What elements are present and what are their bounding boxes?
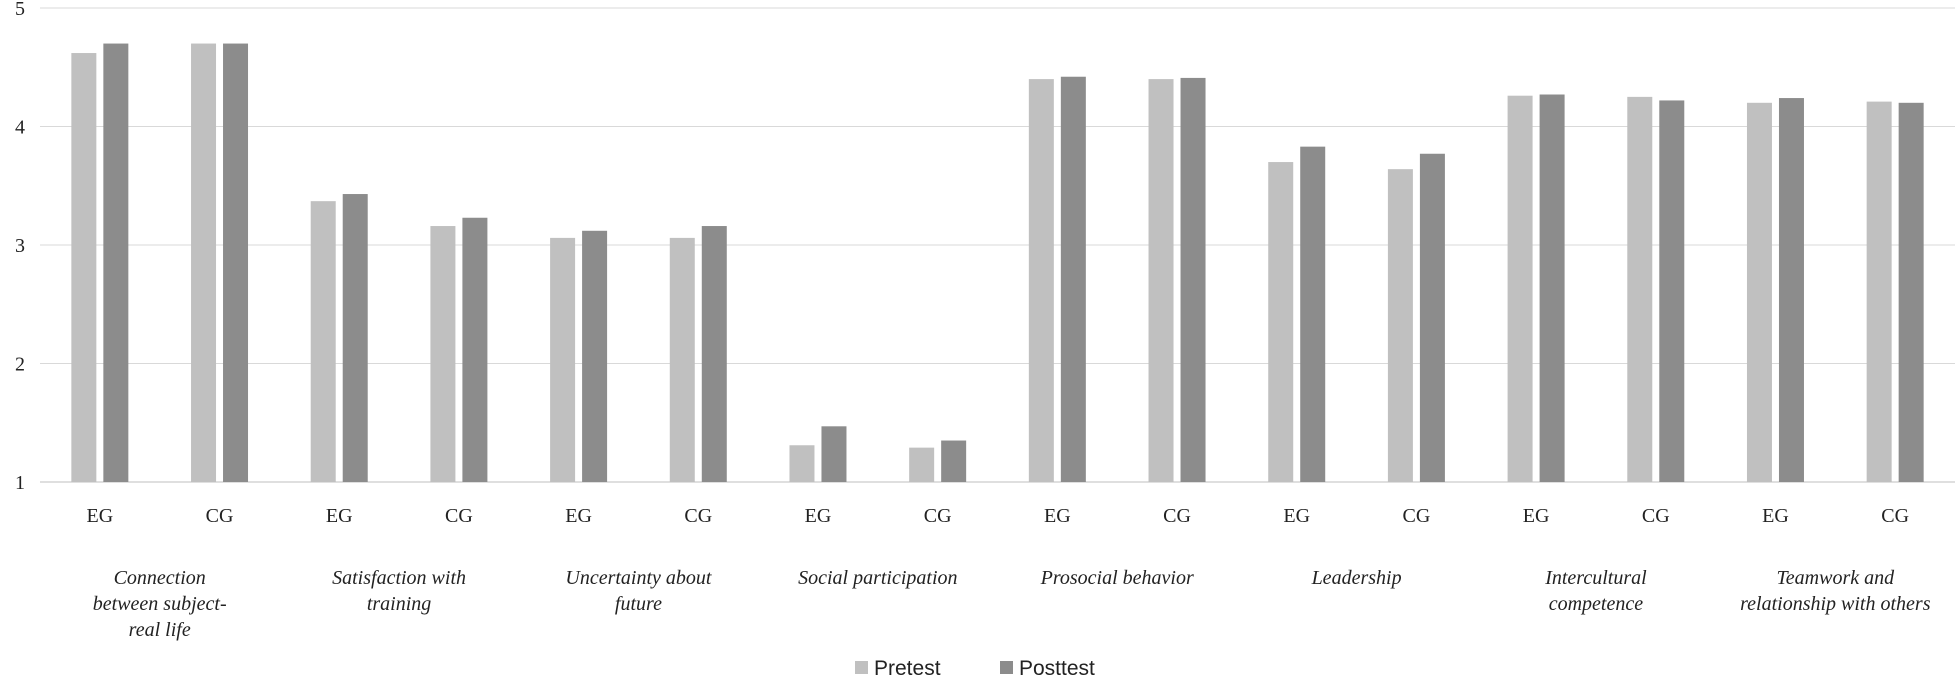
posttest-bar — [1060, 76, 1086, 482]
category-label: EG — [87, 505, 114, 527]
category-label: CG — [1881, 505, 1909, 527]
y-tick-label: 1 — [15, 472, 25, 494]
posttest-bar — [223, 43, 249, 483]
bars — [71, 43, 1924, 483]
legend: Pretest Posttest — [855, 657, 1095, 678]
pretest-bar — [430, 226, 456, 482]
posttest-bar — [342, 194, 368, 483]
category-label: EG — [565, 505, 592, 527]
category-label: CG — [1403, 505, 1431, 527]
group-label-line: real life — [129, 619, 191, 641]
pretest-bar — [669, 237, 695, 482]
posttest-bar — [941, 440, 967, 482]
category-label: CG — [1163, 505, 1191, 527]
pretest-bar — [1387, 169, 1413, 482]
posttest-bar — [462, 217, 488, 482]
posttest-bar — [1539, 94, 1565, 482]
posttest-bar — [1419, 153, 1445, 482]
posttest-bar — [1180, 77, 1206, 482]
group-label: Teamwork and relationship with others — [1740, 567, 1931, 615]
group-label-line: Connection — [114, 567, 206, 589]
y-tick-label: 5 — [15, 0, 25, 20]
category-label: EG — [1044, 505, 1071, 527]
legend-swatch — [1000, 661, 1013, 674]
x-axis-category-labels: EG CG EG CG EG CG EG CG EG CG EG CG EG CG EG CG — [87, 505, 1910, 527]
category-label: CG — [206, 505, 234, 527]
group-label: Leadership — [1311, 567, 1402, 589]
pretest-bar — [71, 53, 97, 482]
group-label: Intercultural competence — [1544, 567, 1647, 615]
posttest-bar — [1898, 102, 1924, 483]
posttest-bar — [1300, 146, 1326, 482]
category-label: CG — [684, 505, 712, 527]
pretest-bar — [191, 43, 217, 483]
pretest-bar — [789, 445, 815, 482]
pretest-bar — [1746, 102, 1772, 483]
legend-swatch — [855, 661, 868, 674]
category-label: EG — [1283, 505, 1310, 527]
posttest-bar — [821, 426, 847, 482]
pretest-bar — [1866, 101, 1892, 483]
group-label-line: relationship with others — [1740, 593, 1931, 615]
pretest-bar — [1627, 96, 1653, 482]
pretest-bar — [1507, 95, 1533, 482]
group-label: Satisfaction with training — [332, 567, 466, 615]
group-label-line: Uncertainty about — [565, 567, 712, 589]
y-tick-label: 3 — [15, 235, 25, 257]
posttest-bar — [582, 230, 608, 482]
y-axis-ticks: 1 2 3 4 5 — [15, 0, 25, 494]
group-label-line: Intercultural — [1544, 567, 1647, 589]
group-label-line: Satisfaction with — [332, 567, 466, 589]
group-label-line: competence — [1549, 593, 1644, 615]
category-label: EG — [326, 505, 353, 527]
pretest-bar — [1148, 79, 1174, 482]
posttest-bar — [1778, 98, 1804, 482]
group-label-line: Social participation — [798, 567, 957, 589]
pretest-bar — [1268, 162, 1294, 483]
pretest-bar — [550, 237, 576, 482]
group-label-line: Leadership — [1311, 567, 1402, 589]
x-axis-group-labels: Connection between subject-real life Satis… — [93, 567, 1931, 641]
pretest-bar — [909, 447, 935, 482]
group-label-line: Prosocial behavior — [1040, 567, 1194, 589]
y-tick-label: 4 — [15, 117, 25, 139]
group-label-line: Teamwork and — [1777, 567, 1896, 589]
group-label: Connection between subject-real life — [93, 567, 227, 641]
legend-label: Posttest — [1019, 657, 1095, 678]
group-label-line: training — [367, 593, 431, 615]
y-tick-label: 2 — [15, 354, 25, 376]
group-label-line: future — [615, 593, 662, 615]
category-label: CG — [445, 505, 473, 527]
category-label: CG — [1642, 505, 1670, 527]
category-label: EG — [1523, 505, 1550, 527]
group-label: Uncertainty about future — [565, 567, 712, 615]
posttest-bar — [1659, 100, 1685, 483]
group-label: Social participation — [798, 567, 957, 589]
group-label-line: between subject- — [93, 593, 227, 615]
pretest-bar — [1028, 79, 1054, 482]
posttest-bar — [701, 226, 727, 482]
posttest-bar — [103, 43, 129, 483]
category-label: CG — [924, 505, 952, 527]
legend-label: Pretest — [874, 657, 941, 678]
category-label: EG — [1762, 505, 1789, 527]
pretest-bar — [310, 201, 336, 482]
category-label: EG — [805, 505, 832, 527]
group-label: Prosocial behavior — [1040, 567, 1194, 589]
